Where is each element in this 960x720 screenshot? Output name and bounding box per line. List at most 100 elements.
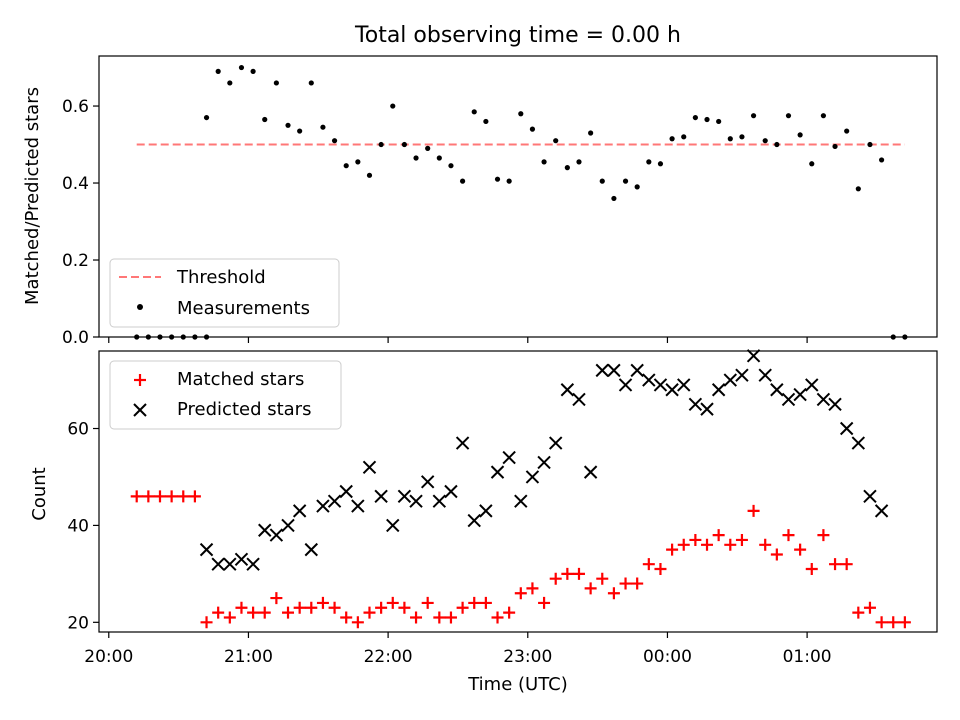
matched-star-point	[398, 601, 411, 614]
ratio-y-tick-label: 0.4	[62, 174, 89, 194]
predicted-star-point	[607, 363, 621, 378]
matched-star-point	[235, 601, 248, 614]
measurement-point	[564, 165, 570, 171]
predicted-star-point	[514, 494, 528, 508]
predicted-star-point	[851, 436, 866, 450]
predicted-star-point	[537, 455, 551, 470]
matched-star-point	[305, 601, 318, 614]
matched-star-point	[177, 490, 190, 503]
matched-star-point	[444, 611, 457, 624]
measurement-point	[378, 141, 384, 148]
matched-star-point	[561, 567, 574, 580]
predicted-star-point	[420, 475, 435, 489]
matched-star-point	[596, 572, 609, 585]
predicted-star-point	[258, 523, 272, 537]
time-x-tick-label: 01:00	[783, 647, 832, 667]
matched-star-point	[526, 582, 539, 595]
measurement-point	[727, 136, 733, 142]
time-x-ticks: 20:00 21:00 22:00 23:00 00:00 01:00	[84, 632, 832, 667]
measurement-point	[774, 141, 780, 148]
measurement-point	[797, 132, 803, 138]
matched-star-point	[188, 490, 201, 503]
ratio-y-tick-label: 0.6	[62, 97, 89, 117]
count-y-tick-label: 20	[67, 613, 89, 633]
matched-star-point	[375, 601, 388, 614]
matched-star-point	[794, 543, 807, 556]
time-x-tick-label: 00:00	[643, 647, 692, 667]
measurement-point	[448, 163, 454, 169]
ratio-y-tick-label: 0.2	[62, 251, 89, 271]
matched-star-point	[247, 606, 260, 619]
measurement-point	[413, 155, 419, 161]
matched-star-point	[258, 606, 271, 619]
measurement-point	[227, 80, 233, 86]
predicted-star-point	[467, 513, 481, 528]
measurement-point	[285, 122, 291, 128]
matched-legend-swatch	[134, 374, 146, 386]
measurement-point	[878, 157, 885, 163]
matched-star-point	[666, 543, 679, 556]
measurement-point	[588, 130, 594, 136]
predicted-star-point	[863, 489, 877, 504]
predicted-star-point	[642, 373, 656, 387]
ratio-plot-frame	[98, 55, 938, 338]
matched-star-point	[200, 616, 213, 629]
matched-star-point	[689, 533, 702, 546]
matched-star-point	[782, 529, 795, 542]
matched-star-point	[328, 601, 341, 614]
measurement-point	[681, 134, 687, 140]
ratio-legend: Threshold Measurements	[109, 258, 340, 328]
measurement-point	[506, 178, 512, 184]
measurement-point	[634, 184, 640, 190]
matched-star-point	[852, 606, 865, 619]
predicted-star-point	[746, 349, 761, 363]
predicted-star-point	[409, 494, 423, 508]
ratio-legend-box	[109, 258, 340, 328]
predicted-star-point	[677, 378, 691, 392]
matched-star-point	[724, 538, 737, 551]
predicted-star-point	[770, 383, 784, 397]
matched-star-point	[223, 611, 236, 624]
predicted-star-point	[525, 470, 540, 484]
matched-star-point	[829, 558, 842, 571]
predicted-star-point	[502, 450, 516, 465]
matched-star-point	[340, 611, 353, 624]
measurement-point	[553, 138, 559, 144]
measurement-point	[750, 113, 757, 119]
count-y-ticks: 20 40 60	[67, 420, 99, 633]
measurement-point	[215, 68, 221, 74]
matched-star-point	[270, 592, 283, 605]
measurement-point	[483, 118, 489, 125]
time-x-axis-label: Time (UTC)	[467, 674, 568, 695]
measurement-point	[692, 114, 698, 121]
measurement-point	[704, 116, 710, 123]
measurement-point	[203, 114, 210, 121]
matched-star-point	[479, 596, 492, 609]
matched-star-point	[619, 577, 632, 590]
predicted-star-point	[653, 378, 668, 392]
matched-star-point	[363, 606, 376, 619]
matched-star-point	[735, 533, 748, 546]
predicted-star-point	[211, 557, 225, 571]
predicted-star-point	[828, 397, 842, 412]
count-y-tick-label: 60	[67, 420, 89, 440]
measurement-point	[820, 113, 827, 119]
predicted-star-point	[688, 397, 703, 412]
matched-star-point	[712, 529, 725, 542]
predicted-star-point	[793, 387, 807, 402]
predicted-legend-label: Predicted stars	[177, 399, 311, 420]
matched-star-point	[130, 490, 143, 503]
predicted-star-point	[490, 465, 505, 479]
count-y-tick-label: 40	[67, 516, 89, 536]
matched-star-point	[701, 538, 714, 551]
matched-star-point	[165, 490, 178, 503]
predicted-star-point	[327, 494, 342, 508]
predicted-star-point	[805, 378, 819, 392]
predicted-star-point	[560, 383, 575, 397]
time-x-tick-label: 23:00	[503, 647, 552, 667]
measurement-point	[273, 80, 279, 86]
measurement-point	[669, 136, 675, 142]
predicted-star-point	[269, 528, 284, 542]
matched-star-point	[747, 504, 760, 517]
